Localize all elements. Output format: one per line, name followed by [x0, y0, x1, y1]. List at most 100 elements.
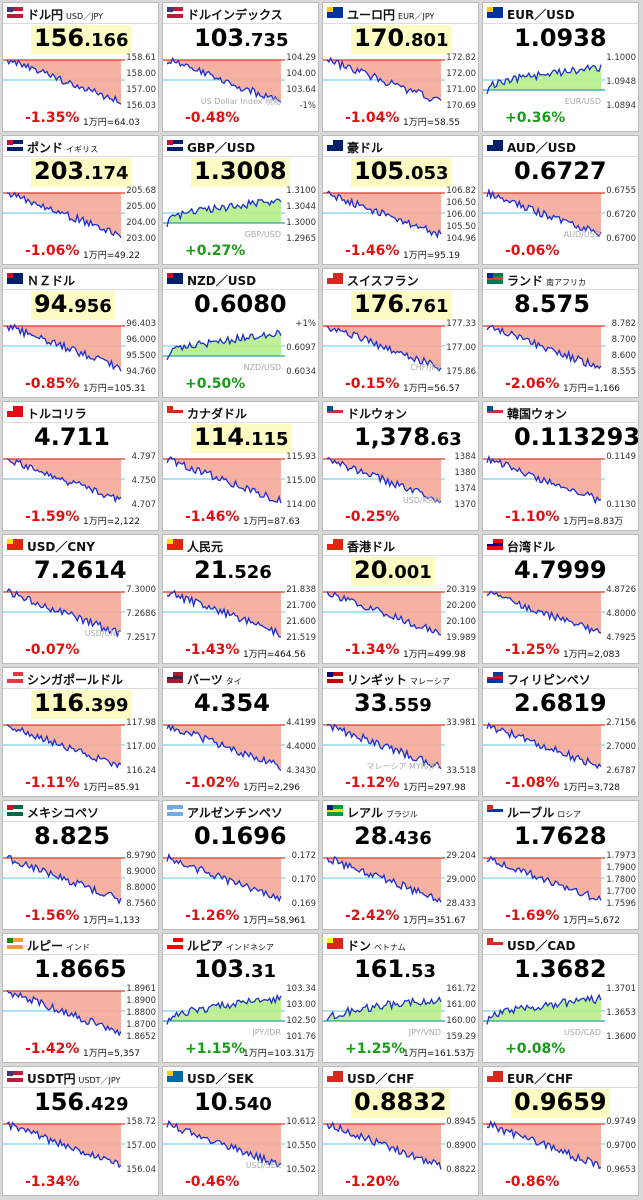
flag-band	[327, 676, 343, 679]
change-area	[167, 590, 281, 637]
flag-icon	[327, 805, 343, 816]
change-area	[487, 190, 601, 237]
price-line	[6, 191, 122, 239]
axis-label: 1.0894	[606, 101, 636, 110]
change-area	[487, 325, 601, 369]
rate-tile[interactable]: ルピー インド 1.8665 1.8961 1.8900 1.8800 1.8700 1.86…	[2, 933, 159, 1063]
rate-tile[interactable]: フィリピンペソ 2.6819 2.7156 2.7000 2.6787 -1.08% 1万円…	[482, 667, 639, 797]
currency-name: ポンド イギリス	[27, 141, 99, 155]
currency-sub: USDT／JPY	[78, 1076, 121, 1085]
rate-tile[interactable]: シンガポールドル 116.399 117.98 117.00 116.24 -1.11% 1…	[2, 667, 159, 797]
change-percent: -1.46%	[185, 509, 240, 525]
axis-label: 0.8900	[446, 1141, 476, 1151]
rate-tile[interactable]: USD／SEK 10.540 USD/SEK 10.612 10.550 10.502 -0…	[162, 1066, 319, 1196]
rate-tile[interactable]: スイスフラン 176.761 CHF/JPY 177.33 177.00 175.86 -0…	[322, 268, 479, 398]
rate-tile[interactable]: メキシコペソ 8.825 8.9790 8.9000 8.8000 8.7560 -1.56…	[2, 800, 159, 930]
tile-header: トルコリラ	[3, 402, 158, 423]
rate-tile[interactable]: GBP／USD 1.3008 GBP/USD 1.3100 1.3044 1.3000 1.…	[162, 135, 319, 265]
rate-tile[interactable]: ドルウォン 1,378.63 USD/KRW 1384 1380 1374 1370 -0.2…	[322, 401, 479, 531]
price: 161.53	[351, 956, 439, 985]
mini-chart: 115.93 115.00 114.00	[163, 452, 316, 509]
flag-icon	[327, 1071, 343, 1082]
rate-tile[interactable]: USD／CNY 7.2614 USD/CNY 7.3000 7.2686 7.2517 -0…	[2, 534, 159, 664]
flag-band	[327, 277, 343, 280]
currency-name: ＮＺドル	[27, 274, 76, 288]
change-percent: -0.86%	[505, 1174, 560, 1190]
rate-tile[interactable]: ルピア インドネシア 103.31 JPY/IDR 103.34 103.00 102.50…	[162, 933, 319, 1063]
flag-band	[487, 140, 493, 145]
rate-tile[interactable]: USD／CHF 0.8832 0.8945 0.8900 0.8822 -1.20%	[322, 1066, 479, 1196]
flag-band	[7, 144, 23, 147]
rate-tile[interactable]: ドン ベトナム 161.53 JPY/VND 161.72 161.00 160.00 159…	[322, 933, 479, 1063]
axis-label: 0.1149	[606, 452, 636, 462]
axis-label: 0.6034	[286, 367, 316, 376]
price-line	[6, 854, 122, 905]
rate-tile[interactable]: 香港ドル 20.001 20.319 20.200 20.100 19.989 -1.34%…	[322, 534, 479, 664]
price-main: 28	[354, 822, 388, 850]
change-percent: -1.35%	[25, 110, 80, 126]
currency-name: ドル円 USD／JPY	[27, 8, 104, 22]
flag-icon	[7, 406, 23, 417]
rate-tile[interactable]: USD／CAD 1.3682 USD/CAD 1.3701 1.3653 1.3600 +0…	[482, 933, 639, 1063]
tile-header: ドン ベトナム	[323, 934, 478, 955]
price: 4.354	[191, 690, 273, 719]
flag-band	[327, 805, 333, 810]
rate-tile[interactable]: ドルインデックス 103.735 US Dollar Index 現物 104.29 1…	[162, 2, 319, 132]
rate-tile[interactable]: 豪ドル 105.053 106.82 106.50 106.00 105.50 104.96…	[322, 135, 479, 265]
price-main: 161	[354, 955, 405, 983]
flag-band	[7, 942, 23, 945]
rate-tile[interactable]: ポンド イギリス 203.174 205.68 205.00 204.00 203.00 -1…	[2, 135, 159, 265]
tile-header: USD／SEK	[163, 1067, 318, 1088]
price: 4.7999	[511, 557, 610, 586]
price: 105.053	[351, 158, 452, 187]
rate-tile[interactable]: ＮＺドル 94.956 96.403 96.000 95.500 94.760 -0.85%…	[2, 268, 159, 398]
rate-tile[interactable]: 韓国ウォン 0.113293 0.1149 0.1130 -1.10% 1万円=8.83万	[482, 401, 639, 531]
rate-tile[interactable]: 人民元 21.526 21.838 21.700 21.600 21.519 -1.43% 1…	[162, 534, 319, 664]
rate-tile[interactable]: USDT円 USDT／JPY 156.429 158.72 157.00 156.04 -1…	[2, 1066, 159, 1196]
axis-label: 1.3000	[286, 218, 316, 228]
price-main: 1,378	[354, 423, 430, 451]
price-main: 114	[194, 423, 245, 451]
axis-label: 205.00	[126, 202, 156, 212]
flag-band	[327, 809, 343, 812]
price-line	[166, 852, 282, 903]
axis-label: 156.04	[126, 1165, 156, 1174]
flag-band	[167, 11, 183, 14]
rate-tile[interactable]: NZD／USD 0.6080 NZD/USD +1% 0.6097 0.6034 +0.50…	[162, 268, 319, 398]
flag-band	[167, 938, 173, 943]
axis-label: 1.3653	[606, 1008, 636, 1018]
flag-band	[327, 11, 343, 14]
price-main: 4.354	[194, 689, 270, 717]
rate-tile[interactable]: EUR／USD 1.0938 EUR/USD 1.1000 1.0948 1.0894 +0…	[482, 2, 639, 132]
rate-tile[interactable]: リンギット マレーシア 33.559 マレーシア MYR/JPY 33.981 33.51…	[322, 667, 479, 797]
axis-label: 175.86	[446, 367, 476, 376]
tile-header: ルピア インドネシア	[163, 934, 318, 955]
rate-tile[interactable]: ドル円 USD／JPY 156.166 158.61 158.00 157.00 156.0…	[2, 2, 159, 132]
flag-band	[167, 277, 183, 280]
rate-tile[interactable]: アルゼンチンペソ 0.1696 0.172 0.170 0.169 -1.26% 1万円=5…	[162, 800, 319, 930]
rate-tile[interactable]: ユーロ円 EUR／JPY 170.801 172.82 172.00 171.00 170.…	[322, 2, 479, 132]
rate-tile[interactable]: ランド 南アフリカ 8.575 8.782 8.700 8.600 8.555 -2.06% 1…	[482, 268, 639, 398]
rate-tile[interactable]: EUR／CHF 0.9659 0.9749 0.9700 0.9653 -0.86%	[482, 1066, 639, 1196]
axis-label: 21.519	[286, 633, 316, 642]
mini-chart: JPY/IDR 103.34 103.00 102.50 101.76	[163, 984, 316, 1041]
price-main: 203	[34, 157, 85, 185]
rate-tile[interactable]: トルコリラ 4.711 4.797 4.750 4.707 -1.59% 1万円=2,122	[2, 401, 159, 531]
price: 1,378.63	[351, 424, 465, 453]
rate-tile[interactable]: 台湾ドル 4.7999 4.8726 4.8000 4.7925 -1.25% 1万円=2,…	[482, 534, 639, 664]
rate-tile[interactable]: AUD／USD 0.6727 AUD/USD 0.6755 0.6720 0.6700 -0…	[482, 135, 639, 265]
rate-tile[interactable]: バーツ タイ 4.354 4.4199 4.4000 4.3430 -1.02% 1万円=2,…	[162, 667, 319, 797]
axis-label: 21.700	[286, 601, 316, 611]
flag-icon	[167, 1071, 183, 1082]
axis-label: 33.518	[446, 766, 476, 775]
rate-tile[interactable]: ルーブル ロシア 1.7628 1.7973 1.7900 1.7800 1.7700 1.7…	[482, 800, 639, 930]
rate-tile[interactable]: カナダドル 114.115 115.93 115.00 114.00 -1.46% 1万円=…	[162, 401, 319, 531]
axis-label: 7.3000	[126, 585, 156, 595]
currency-name: 香港ドル	[347, 540, 396, 554]
price: 1.0938	[511, 25, 610, 54]
flag-icon	[327, 273, 343, 284]
rate-tile[interactable]: レアル ブラジル 28.436 29.204 29.000 28.433 -2.42% 1万円…	[322, 800, 479, 930]
price-line	[486, 454, 602, 505]
yen-rate: 1万円=1,133	[83, 916, 141, 926]
currency-name: GBP／USD	[187, 141, 256, 155]
